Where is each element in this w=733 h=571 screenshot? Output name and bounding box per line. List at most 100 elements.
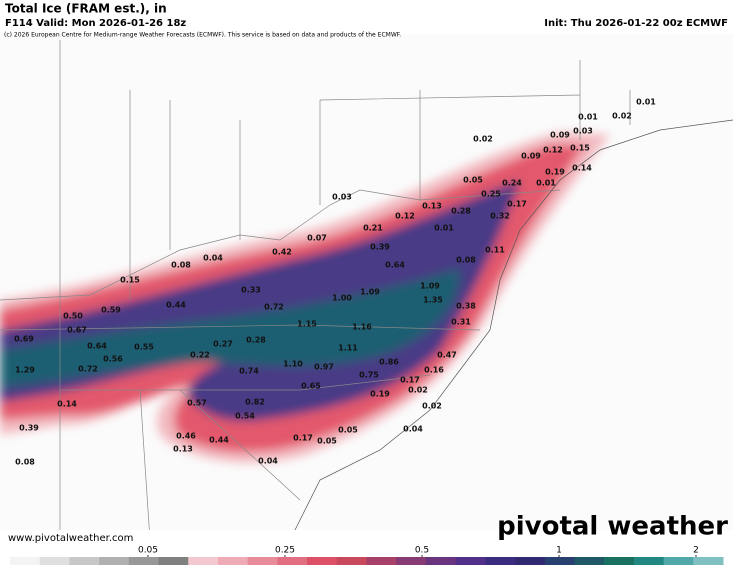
map-value: 0.02 — [612, 112, 632, 121]
colorbar-tick-label: 2 — [693, 546, 699, 556]
colorbar-tick-label: 0.5 — [415, 546, 429, 556]
colorbar-swatch — [188, 557, 219, 565]
map-value: 0.59 — [101, 306, 121, 315]
title: Total Ice (FRAM est.), in — [5, 2, 167, 16]
colorbar-swatch — [544, 557, 575, 565]
map-value: 1.29 — [15, 366, 35, 375]
map-value: 1.09 — [420, 282, 440, 291]
map-value: 0.01 — [636, 98, 656, 107]
map-value: 0.01 — [536, 179, 556, 188]
map-value: 0.82 — [245, 398, 265, 407]
map-value: 0.05 — [463, 176, 483, 185]
map-value: 1.15 — [297, 320, 317, 329]
colorbar-swatch — [10, 557, 41, 565]
colorbar-swatch — [574, 557, 605, 565]
map-value: 0.19 — [370, 390, 390, 399]
map-value: 0.31 — [451, 318, 471, 327]
map-value: 0.64 — [87, 342, 107, 351]
map-value: 0.67 — [67, 326, 87, 335]
map-value: 0.09 — [521, 152, 541, 161]
colorbar-swatch — [366, 557, 397, 565]
ice-field — [0, 132, 610, 463]
colorbar-swatch — [604, 557, 635, 565]
map-value: 1.09 — [360, 288, 380, 297]
map-value: 0.65 — [301, 382, 321, 391]
map-value: 0.12 — [395, 212, 415, 221]
boundaries — [0, 40, 733, 541]
colorbar: 0.05 0.25 0.5 1 2 — [10, 546, 724, 565]
map-value: 0.09 — [550, 131, 570, 140]
colorbar-swatch — [69, 557, 100, 565]
map-value: 0.08 — [171, 261, 191, 270]
map-value: 0.72 — [78, 365, 98, 374]
map-value: 1.35 — [423, 296, 443, 305]
map-value: 0.19 — [545, 168, 565, 177]
colorbar-tick-label: 0.25 — [275, 546, 295, 556]
valid-time: F114 Valid: Mon 2026-01-26 18z — [5, 18, 186, 29]
map-value: 0.02 — [473, 135, 493, 144]
map-value: 0.04 — [258, 457, 278, 466]
map-value: 0.05 — [317, 437, 337, 446]
map-value: 0.11 — [485, 246, 505, 255]
map-value: 1.00 — [332, 294, 352, 303]
map-value: 0.07 — [307, 234, 327, 243]
map-value: 0.24 — [502, 179, 522, 188]
credit: (c) 2026 European Centre for Medium-rang… — [4, 32, 401, 39]
map-value: 0.57 — [187, 399, 207, 408]
map-value: 0.02 — [422, 402, 442, 411]
map-value: 0.42 — [272, 248, 292, 257]
map-value: 0.01 — [578, 113, 598, 122]
map-value: 0.44 — [166, 301, 186, 310]
map-value: 0.50 — [63, 312, 83, 321]
map-value: 0.05 — [338, 426, 358, 435]
map-value: 0.39 — [19, 424, 39, 433]
colorbar-swatch — [425, 557, 457, 565]
map-value: 0.22 — [190, 351, 210, 360]
map-value: 0.08 — [456, 256, 476, 265]
map-value: 0.25 — [481, 190, 501, 199]
colorbar-swatch — [39, 557, 70, 565]
map-value: 0.16 — [424, 366, 444, 375]
colorbar-swatch — [663, 557, 694, 565]
map-value: 0.44 — [209, 436, 229, 445]
map-value: 0.32 — [490, 212, 510, 221]
map-value: 0.46 — [176, 432, 196, 441]
labels: 0.010.010.020.02 0.09 0.030.12 0.150.090.19… — [14, 98, 656, 467]
colorbar-swatch — [158, 557, 189, 565]
map-value: 0.03 — [332, 193, 352, 202]
map-value: 0.01 — [434, 224, 454, 233]
colorbar-swatch — [217, 557, 249, 565]
map-value: 0.54 — [235, 412, 255, 421]
map-value: 0.08 — [15, 458, 35, 467]
colorbar-swatch — [633, 557, 665, 565]
map-value: 0.74 — [239, 367, 259, 376]
map-value: 0.02 — [408, 386, 428, 395]
init-time: Init: Thu 2026-01-22 00z ECMWF — [544, 18, 728, 29]
map-value: 0.03 — [573, 127, 593, 136]
colorbar-swatch — [277, 557, 308, 565]
map-value: 0.64 — [385, 261, 405, 270]
map-value: 0.75 — [359, 371, 379, 380]
map-value: 0.69 — [14, 335, 34, 344]
map-value: 0.13 — [422, 202, 442, 211]
logo: pivotal weather — [497, 512, 728, 542]
colorbar-tick-label: 0.05 — [138, 546, 158, 556]
colorbar-swatch — [99, 557, 130, 565]
map-value: 0.33 — [241, 286, 261, 295]
map-value: 0.27 — [213, 340, 233, 349]
colorbar-swatch — [247, 557, 278, 565]
map-value: 1.11 — [338, 344, 358, 353]
map-value: 0.47 — [437, 351, 457, 360]
map-value: 0.86 — [379, 358, 399, 367]
colorbar-swatch — [455, 557, 486, 565]
map-value: 0.04 — [403, 425, 423, 434]
map-value: 0.17 — [293, 434, 313, 443]
map-value: 0.38 — [456, 302, 476, 311]
map-value: 0.28 — [246, 336, 266, 345]
colorbar-swatch — [485, 557, 516, 565]
website: www.pivotalweather.com — [8, 533, 133, 544]
colorbar-swatch — [693, 557, 724, 565]
colorbar-tick-label: 1 — [556, 546, 562, 556]
map-value: 0.21 — [363, 224, 383, 233]
